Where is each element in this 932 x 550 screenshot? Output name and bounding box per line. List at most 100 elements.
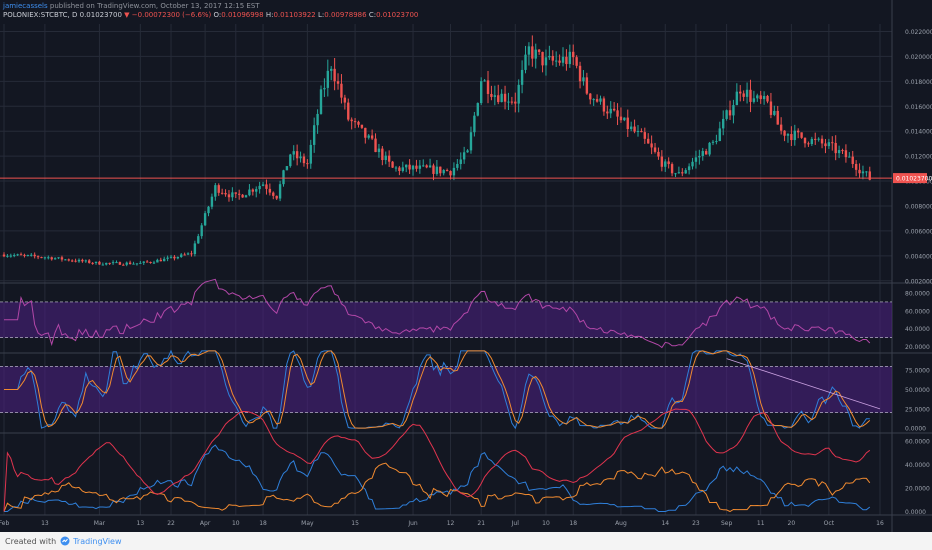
last-price-tag-label: 0.01023700 [896,176,932,183]
x-axis-label: 15 [351,520,359,527]
x-axis-label: 13 [41,520,49,527]
x-axis-label: 23 [692,520,700,527]
candle-body [817,138,820,140]
x-axis-label: Jun [407,520,418,527]
candle-body [149,261,152,263]
candle-body [667,161,670,165]
candle-body [306,163,309,165]
price-axis-label: 0.01200000 [905,154,932,161]
candle-body [77,259,81,262]
candle-body [459,159,462,164]
candle-body [837,150,841,154]
x-axis-label: 21 [477,520,485,527]
candle-body [282,170,285,185]
x-axis-label: Mar [94,520,106,527]
x-axis-label: 22 [167,520,175,527]
candle-body [561,56,565,63]
candle-body [708,142,711,155]
candle-body [357,121,360,125]
candle-body [674,173,677,175]
candle-body [664,161,667,167]
candle-body [469,132,473,151]
candle-body [145,261,149,263]
candle-body [657,151,660,157]
candle-body [261,184,265,186]
symbol-label[interactable]: POLONIEX:STCBTC, D [3,11,78,19]
candle-body [800,132,803,138]
candle-body [6,255,9,257]
close-label: C: [368,11,377,19]
candle-body [633,126,636,132]
candle-body [752,98,756,102]
candle-body [722,118,725,129]
candle-body [159,259,162,262]
candle-body [173,256,176,259]
candle-body [244,195,248,198]
price-axis-label: 0.00800000 [905,203,932,210]
low-value: 0.00978986 [324,11,367,19]
candle-body [773,110,776,115]
chart-canvas[interactable]: 0.02200000 0.02000000 0.01800000 0.01600000… [0,0,932,532]
candle-body [473,115,476,133]
candle-body [268,188,272,193]
candle-body [156,259,159,263]
candle-body [118,262,122,265]
candle-body [592,99,595,101]
candle-body [251,189,255,192]
candle-body [841,150,844,152]
tradingview-logo-icon [60,536,70,546]
candle-body [374,138,377,153]
x-axis-label: 10 [232,520,240,527]
candle-body [237,193,241,195]
candle-body [370,135,374,139]
tradingview-link[interactable]: TradingView [73,536,122,546]
candle-body [854,163,858,170]
candle-body [333,68,336,82]
change-down-icon: ▼ [124,11,130,19]
candle-body [108,262,111,264]
candle-body [19,254,23,256]
candle-body [135,263,139,265]
candle-body [132,263,135,265]
candle-body [115,262,118,264]
candle-body [483,80,486,82]
candle-body [820,138,824,144]
candle-body [435,166,439,174]
x-axis-label: 13 [137,520,145,527]
candle-body [23,254,26,256]
candle-body [445,170,449,172]
candle-body [415,165,418,169]
candle-body [476,103,479,116]
candle-body [224,192,227,195]
rsi-axis-label: 80.0000 [905,290,930,297]
candle-body [500,93,503,103]
high-value: 0.01103922 [273,11,316,19]
candle-body [698,156,701,158]
candle-body [578,65,582,82]
high-label: H: [265,11,274,19]
candle-body [166,257,169,259]
candle-body [558,60,561,63]
stoch-d-line [4,350,871,429]
candle-body [810,138,814,145]
background [0,0,932,532]
candle-body [643,132,647,139]
candle-body [258,185,261,190]
x-axis-label: 10 [542,520,550,527]
candle-body [715,141,718,143]
candle-body [398,167,401,171]
dmi-axis-label: 0.0000 [905,509,926,516]
candle-body [704,151,708,155]
candle-body [285,166,289,171]
stoch-axis-label: 0.0000 [905,426,926,433]
author-link[interactable]: jamiecassels [3,2,48,10]
candle-body [98,261,101,265]
candle-body [609,108,612,114]
candle-body [9,255,13,257]
candle-body [783,130,786,136]
candle-body [466,150,469,153]
candle-body [394,167,398,169]
candle-body [203,213,207,226]
candle-body [650,143,653,148]
x-axis-label: 18 [259,520,267,527]
